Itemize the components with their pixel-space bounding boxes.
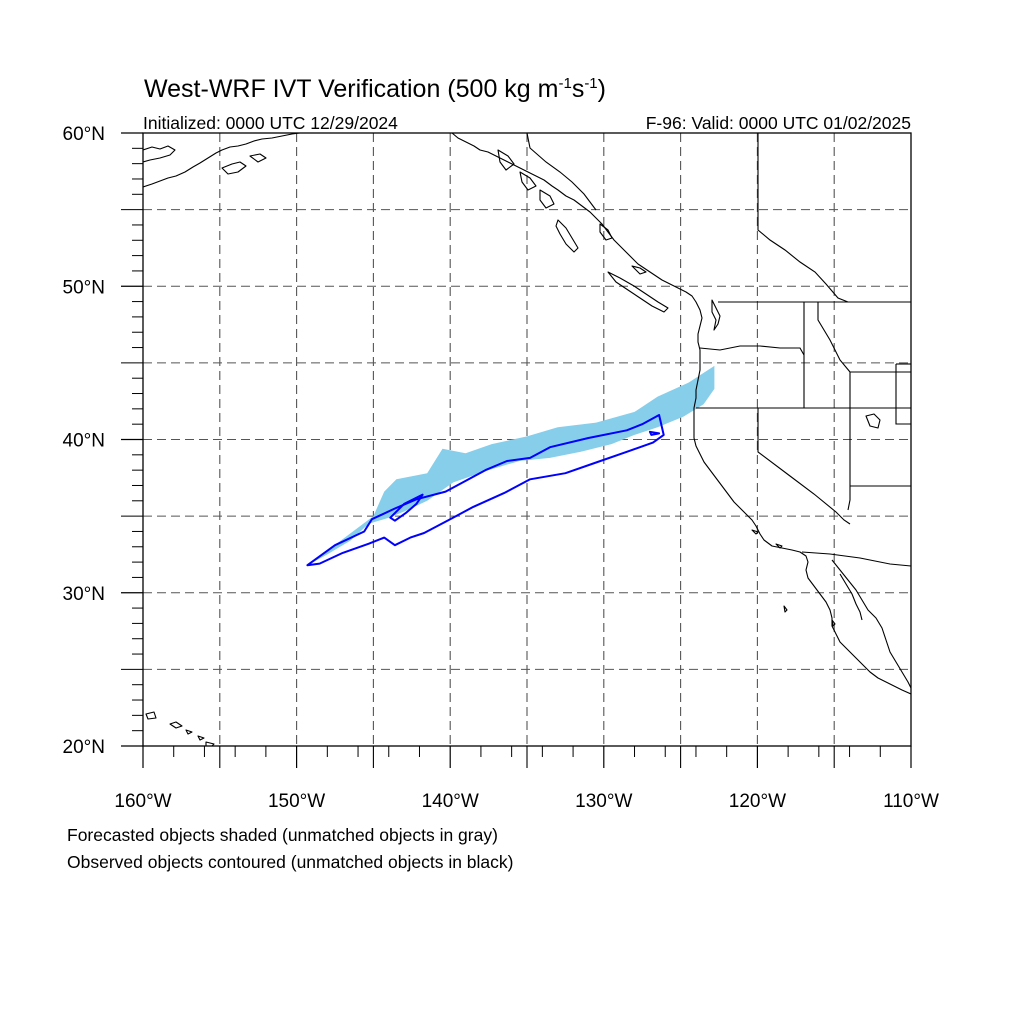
gridlines — [143, 133, 911, 746]
lat-tick-label: 20°N — [63, 737, 105, 758]
lon-tick-label: 160°W — [114, 791, 171, 812]
lon-tick-label: 130°W — [575, 791, 632, 812]
chart-title: West-WRF IVT Verification (500 kg m-1s-1… — [144, 75, 606, 103]
lat-tick-label: 40°N — [63, 431, 105, 452]
map-area — [143, 133, 911, 746]
political-boundaries — [526, 133, 911, 567]
observed-ivt-inner-contour — [389, 493, 424, 522]
lon-tick-label: 150°W — [268, 791, 325, 812]
map-frame — [142, 132, 912, 747]
initialized-label: Initialized: 0000 UTC 12/29/2024 — [143, 113, 398, 133]
observed-ivt-small-contour — [648, 430, 661, 436]
lat-tick-label: 50°N — [63, 277, 105, 298]
caption-forecast: Forecasted objects shaded (unmatched obj… — [67, 825, 498, 845]
lat-tick-label: 60°N — [63, 124, 105, 145]
lat-tick-label: 30°N — [63, 584, 105, 605]
lon-tick-label: 140°W — [422, 791, 479, 812]
map-axes: 60°N 50°N 40°N 30°N 20°N 160°W 150°W 140°W 130°W… — [63, 124, 939, 812]
observed-ivt-contour — [306, 414, 665, 567]
coastlines — [143, 133, 911, 746]
observed-objects — [306, 414, 665, 567]
caption-observed: Observed objects contoured (unmatched ob… — [67, 852, 514, 872]
lon-tick-label: 120°W — [729, 791, 786, 812]
valid-time-label: F-96: Valid: 0000 UTC 01/02/2025 — [646, 113, 911, 133]
lon-tick-label: 110°W — [883, 791, 939, 812]
